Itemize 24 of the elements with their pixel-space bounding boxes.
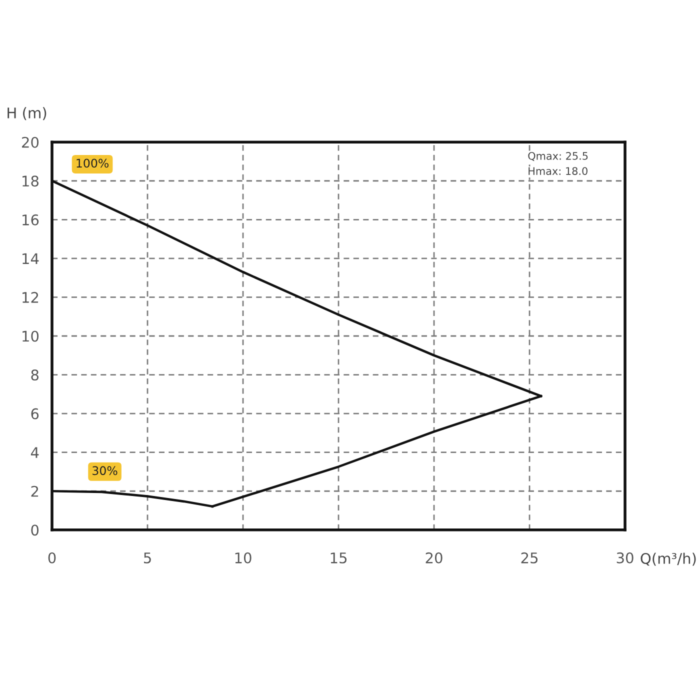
annotation: Qmax: 25.5 — [528, 152, 588, 162]
y-tick-label: 2 — [31, 486, 38, 497]
x-tick-label: 0 — [48, 552, 56, 564]
y-tick-label: 8 — [31, 369, 39, 381]
x-tick-label: 20 — [426, 552, 442, 564]
y-tick-label: 12 — [22, 292, 38, 303]
x-tick-label: 15 — [330, 552, 347, 564]
x-axis-title: Q(m³/h) — [640, 552, 696, 566]
x-tick-label: 10 — [235, 552, 252, 564]
series-label: 100% — [76, 158, 109, 168]
y-tick-label: 4 — [30, 447, 39, 458]
y-tick-label: 14 — [22, 253, 39, 264]
x-tick-label: 30 — [616, 552, 634, 564]
annotation: Hmax: 18.0 — [528, 167, 588, 175]
y-tick-label: 20 — [22, 136, 39, 148]
x-tick-label: 25 — [521, 552, 538, 564]
y-tick-label: 0 — [31, 524, 39, 536]
y-tick-label: 6 — [31, 408, 39, 420]
series-label: 30% — [92, 466, 118, 476]
y-axis-title: H (m) — [8, 107, 46, 120]
x-tick-label: 5 — [144, 552, 151, 564]
y-tick-label: 16 — [22, 214, 39, 226]
y-tick-label: 18 — [22, 176, 39, 187]
y-tick-label: 10 — [22, 330, 39, 342]
